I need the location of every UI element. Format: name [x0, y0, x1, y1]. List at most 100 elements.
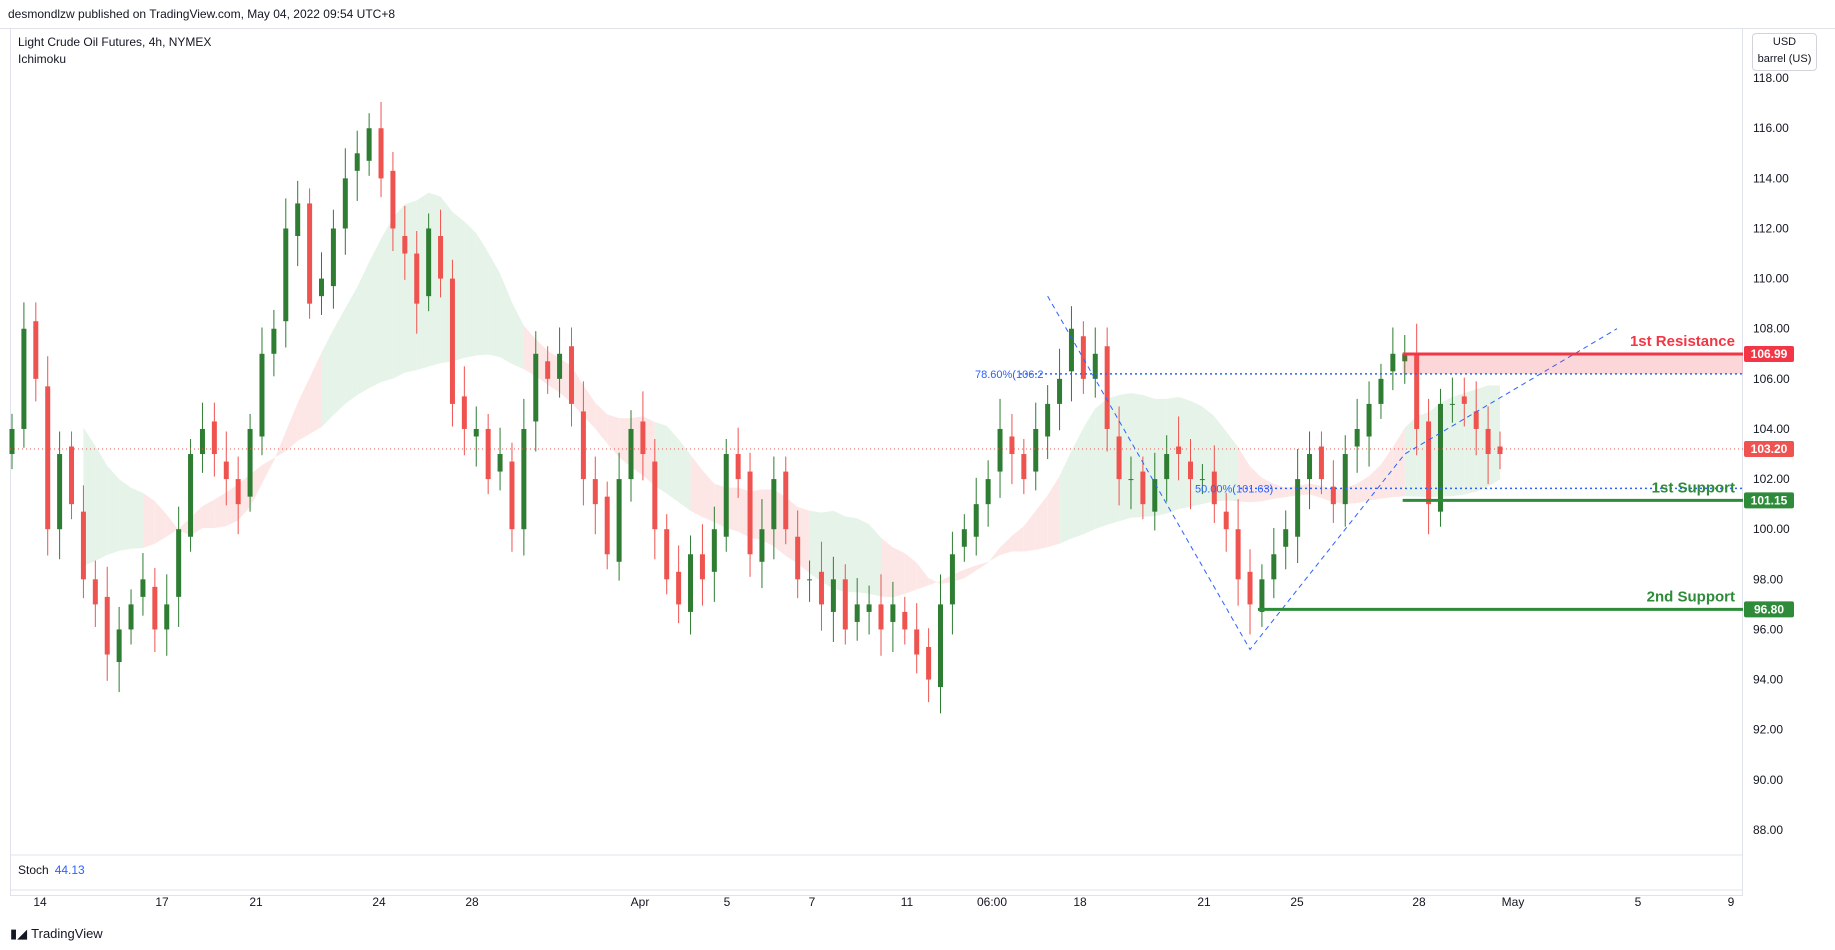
x-tick-label: May: [1502, 895, 1525, 909]
ichimoku-cloud-segment: [214, 492, 227, 529]
ichimoku-cloud-segment: [202, 499, 215, 529]
indicator-label[interactable]: Ichimoku: [18, 52, 67, 66]
candle-body: [342, 178, 348, 229]
candle-body: [1461, 396, 1467, 404]
candle-body: [188, 454, 194, 537]
candle-body: [199, 428, 205, 455]
ichimoku-cloud-segment: [761, 489, 774, 547]
ichimoku-cloud-segment: [440, 196, 453, 364]
candle-body: [259, 353, 265, 437]
candle-body: [1414, 353, 1420, 429]
candle-body: [1378, 378, 1384, 404]
symbol-label[interactable]: Light Crude Oil Futures, 4h, NYMEX: [18, 35, 212, 49]
ichimoku-cloud-segment: [333, 308, 346, 415]
ichimoku-cloud-segment: [190, 506, 203, 536]
ichimoku-cloud-segment: [880, 537, 893, 598]
x-tick-label: 06:00: [977, 895, 1007, 909]
ichimoku-cloud-segment: [1214, 416, 1227, 502]
candle-body: [1045, 403, 1051, 437]
candle-body: [664, 529, 670, 580]
y-tick-label: 114.00: [1753, 171, 1789, 185]
current-price-tag: 103.20: [1751, 442, 1788, 456]
ichimoku-cloud-segment: [1035, 495, 1048, 550]
candle-body: [592, 479, 598, 505]
resistance-label: 1st Resistance: [1630, 333, 1735, 350]
candle-body: [330, 228, 336, 287]
y-tick-label: 118.00: [1753, 71, 1789, 85]
candle-body: [723, 454, 729, 537]
ichimoku-cloud-segment: [619, 418, 632, 467]
ichimoku-cloud-segment: [1095, 398, 1108, 530]
fib-level-label: 50.00%(101.63): [1195, 483, 1273, 495]
chart-frame[interactable]: [10, 28, 1743, 896]
ichimoku-cloud-segment: [547, 350, 560, 393]
ichimoku-cloud-segment: [1380, 447, 1393, 499]
stochastic-pane-legend[interactable]: Stoch 44.13: [18, 863, 85, 877]
ichimoku-cloud-segment: [750, 489, 762, 541]
candle-body: [426, 228, 432, 297]
ichimoku-cloud-segment: [321, 329, 334, 428]
candle-body: [402, 236, 408, 254]
ichimoku-cloud-segment: [1011, 526, 1024, 552]
candle-body: [164, 604, 170, 630]
ichimoku-cloud-segment: [1392, 427, 1405, 498]
price-tag-bg: [1744, 492, 1794, 509]
ichimoku-cloud-segment: [1369, 464, 1381, 501]
ichimoku-cloud-segment: [1142, 395, 1155, 517]
ichimoku-cloud-segment: [381, 217, 393, 383]
x-tick-label: 21: [249, 895, 263, 909]
candle-body: [1211, 471, 1217, 505]
stoch-label: Stoch: [18, 863, 49, 877]
candle-body: [1271, 554, 1277, 580]
ichimoku-cloud-segment: [595, 402, 608, 444]
ichimoku-cloud-segment: [345, 287, 358, 404]
ichimoku-cloud-segment: [250, 465, 262, 507]
ichimoku-cloud-segment: [154, 501, 167, 544]
resistance-zone: [1402, 354, 1743, 374]
candle-body: [1390, 353, 1396, 372]
candle-body: [545, 361, 551, 379]
ichimoku-cloud-segment: [226, 484, 239, 527]
candle-body: [33, 321, 39, 379]
swing-trend-line: [1047, 295, 1618, 651]
ichimoku-cloud-segment: [1023, 510, 1036, 552]
candle-body: [45, 386, 51, 530]
candle-body: [307, 203, 313, 304]
candle-body: [890, 604, 896, 622]
ichimoku-cloud-segment: [488, 252, 501, 358]
candle-body: [390, 170, 396, 229]
candle-body: [711, 529, 717, 572]
ichimoku-cloud-segment: [309, 352, 322, 434]
ichimoku-cloud-segment: [1071, 427, 1084, 539]
ichimoku-cloud-segment: [1107, 395, 1120, 525]
ichimoku-cloud-segment: [1357, 476, 1370, 504]
ichimoku-cloud-segment: [1000, 535, 1012, 555]
ichimoku-cloud-segment: [821, 510, 834, 589]
candle-body: [640, 421, 646, 455]
price-tag-bg: [1744, 346, 1794, 363]
ichimoku-cloud-segment: [1333, 487, 1346, 504]
ichimoku-cloud-segment: [119, 479, 132, 551]
ichimoku-cloud-segment: [476, 233, 489, 356]
candle-body: [1152, 479, 1158, 512]
tradingview-footer: ▮◢ TradingView: [10, 926, 103, 942]
candle-body: [152, 586, 158, 630]
x-tick-label: 7: [809, 895, 816, 909]
candle-body: [1437, 403, 1443, 512]
ichimoku-cloud-segment: [809, 510, 822, 582]
candle-body: [1259, 579, 1265, 612]
candle-body: [319, 278, 325, 297]
ichimoku-cloud-segment: [107, 465, 120, 555]
candle-body: [1318, 446, 1324, 480]
candle-body: [830, 579, 836, 612]
price-tag-value: 96.80: [1754, 602, 1784, 616]
currency-unit-selector[interactable]: USD barrel (US): [1752, 33, 1817, 71]
ichimoku-cloud-segment: [833, 510, 846, 593]
ichimoku-cloud-segment: [607, 414, 620, 458]
ichimoku-cloud-segment: [642, 416, 655, 486]
ichimoku-cloud-segment: [428, 192, 441, 367]
candle-body: [866, 604, 872, 612]
ichimoku-cloud-segment: [726, 487, 739, 532]
x-tick-label: Apr: [631, 895, 650, 909]
